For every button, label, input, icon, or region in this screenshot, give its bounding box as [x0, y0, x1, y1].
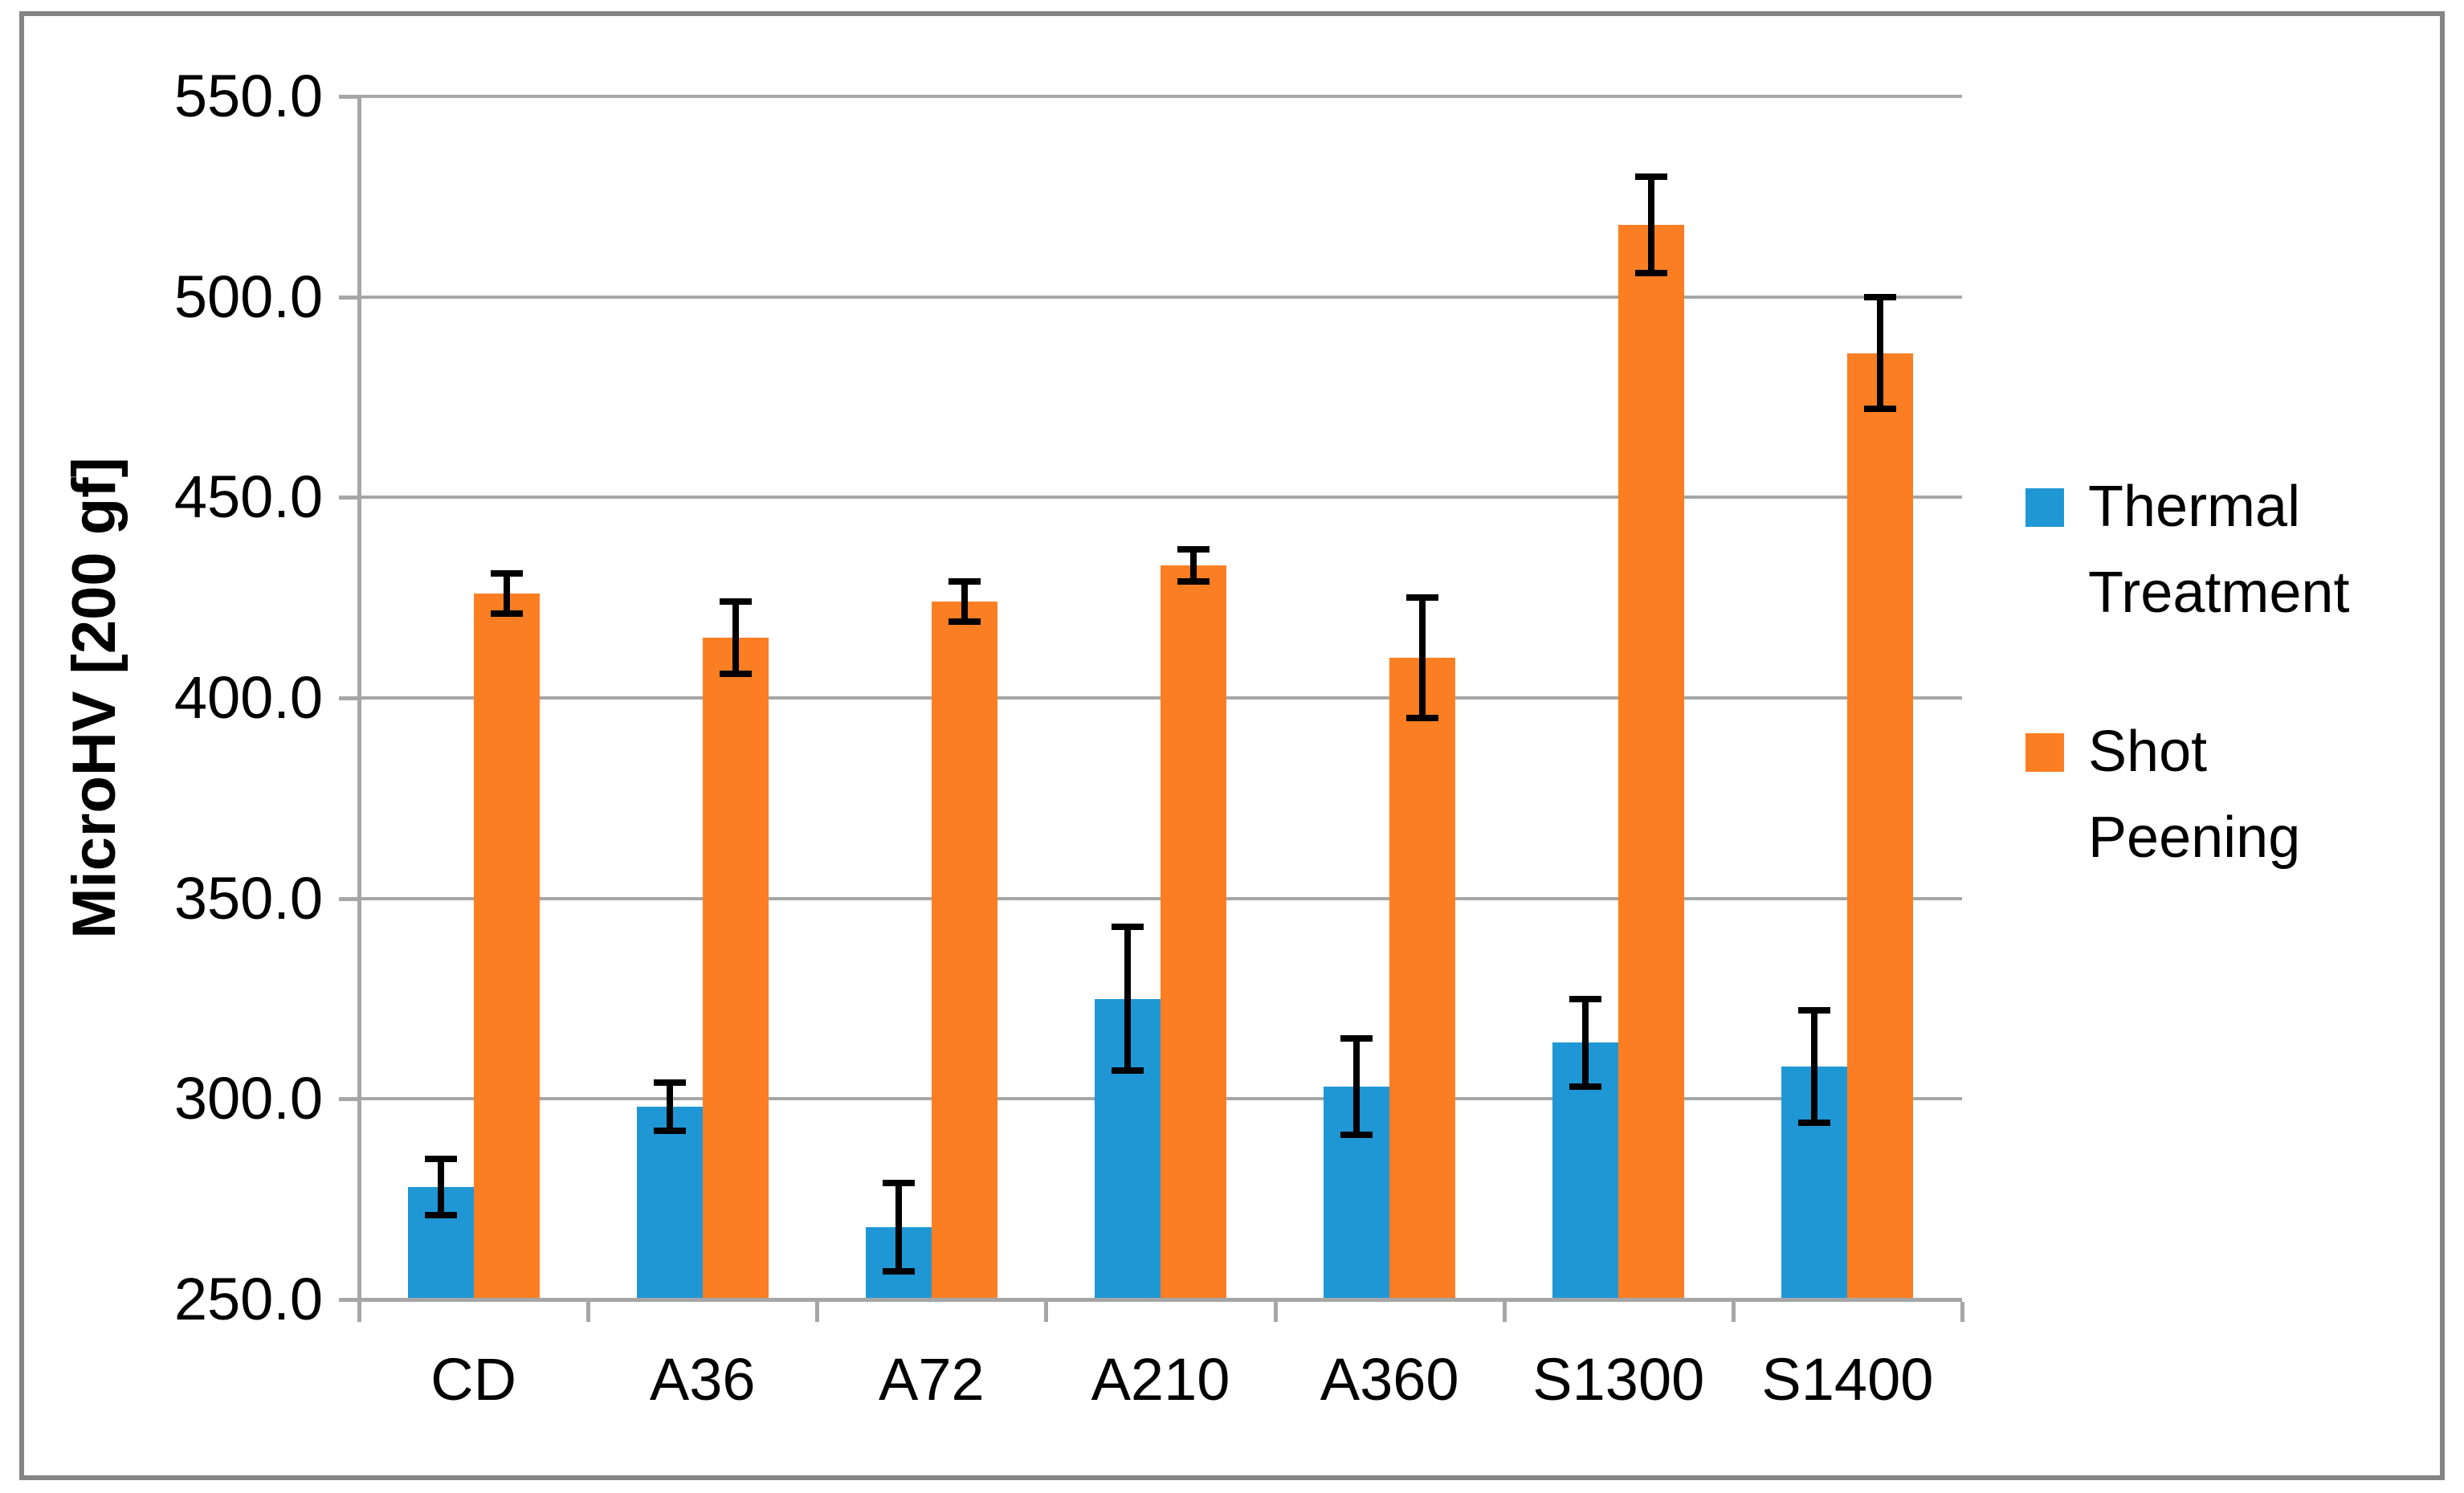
errorbar-shot-peening-a360-cap-bottom	[1406, 714, 1439, 721]
x-tick-mark-7	[1960, 1302, 1964, 1322]
legend-label-thermal-treatment: Thermal Treatment	[2088, 475, 2350, 625]
y-tick-label-550: 550.0	[173, 63, 323, 129]
errorbar-shot-peening-a36-cap-top	[719, 598, 752, 606]
bar-shot-peening-a36	[702, 638, 769, 1299]
gridline-450	[359, 496, 1962, 500]
errorbar-thermal-treatment-cd-stem	[437, 1159, 444, 1216]
errorbar-thermal-treatment-s1400-stem	[1811, 1010, 1818, 1124]
errorbar-shot-peening-s1400-stem	[1877, 296, 1884, 410]
x-axis-line	[359, 1298, 1962, 1302]
errorbar-thermal-treatment-s1300-stem	[1582, 998, 1589, 1087]
x-category-label-a36: A36	[649, 1346, 756, 1413]
y-tick-mark-400	[339, 696, 359, 700]
errorbar-thermal-treatment-s1400-cap-top	[1798, 1007, 1831, 1014]
y-tick-label-350: 350.0	[173, 864, 323, 932]
errorbar-shot-peening-a36-cap-bottom	[719, 671, 752, 678]
errorbar-thermal-treatment-a72-cap-top	[882, 1180, 915, 1187]
y-tick-mark-300	[339, 1097, 359, 1102]
errorbar-shot-peening-a360-stem	[1419, 598, 1426, 718]
y-tick-label-450: 450.0	[173, 463, 323, 531]
errorbar-thermal-treatment-a36-cap-top	[653, 1079, 686, 1087]
errorbar-shot-peening-a72-cap-top	[948, 578, 981, 585]
bar-shot-peening-s1400	[1847, 353, 1914, 1299]
y-tick-label-250: 250.0	[173, 1266, 323, 1332]
x-tick-mark-2	[815, 1302, 820, 1322]
y-tick-mark-350	[339, 896, 359, 901]
errorbar-thermal-treatment-cd-cap-bottom	[424, 1212, 457, 1219]
errorbar-thermal-treatment-a72-stem	[895, 1183, 902, 1272]
errorbar-shot-peening-s1400-cap-bottom	[1864, 406, 1897, 413]
errorbar-shot-peening-a360-cap-top	[1406, 594, 1439, 602]
y-tick-mark-450	[339, 496, 359, 500]
bar-shot-peening-cd	[473, 594, 540, 1299]
x-category-label-s1400: S1400	[1761, 1346, 1934, 1413]
errorbar-shot-peening-cd-cap-bottom	[490, 610, 523, 618]
legend-swatch-thermal-treatment	[2025, 488, 2064, 527]
errorbar-shot-peening-s1300-cap-bottom	[1635, 269, 1668, 276]
errorbar-thermal-treatment-a36-stem	[666, 1083, 673, 1132]
errorbar-thermal-treatment-a72-cap-bottom	[882, 1268, 915, 1275]
bar-shot-peening-s1300	[1618, 224, 1685, 1299]
errorbar-shot-peening-a210-cap-bottom	[1177, 578, 1210, 585]
errorbar-shot-peening-s1300-stem	[1648, 176, 1655, 273]
errorbar-thermal-treatment-cd-cap-top	[424, 1156, 457, 1163]
bar-shot-peening-a360	[1389, 658, 1456, 1299]
errorbar-thermal-treatment-a210-stem	[1124, 926, 1131, 1071]
x-tick-mark-1	[586, 1302, 591, 1322]
errorbar-thermal-treatment-a210-cap-bottom	[1112, 1067, 1144, 1075]
x-tick-mark-6	[1731, 1302, 1736, 1322]
x-category-label-a72: A72	[879, 1346, 985, 1413]
bar-thermal-treatment-a36	[636, 1107, 703, 1299]
y-tick-mark-550	[339, 95, 359, 99]
gridline-550	[359, 95, 1962, 98]
x-tick-mark-4	[1273, 1302, 1278, 1322]
errorbar-shot-peening-cd-cap-top	[490, 570, 523, 577]
bar-shot-peening-a210	[1161, 565, 1226, 1299]
y-tick-label-300: 300.0	[173, 1065, 323, 1132]
errorbar-thermal-treatment-s1300-cap-top	[1569, 995, 1602, 1002]
y-tick-label-500: 500.0	[173, 263, 323, 330]
gridline-500	[359, 295, 1962, 299]
x-category-label-a210: A210	[1091, 1346, 1230, 1413]
x-tick-mark-3	[1044, 1302, 1049, 1322]
errorbar-thermal-treatment-a360-cap-bottom	[1340, 1132, 1373, 1139]
x-tick-mark-5	[1502, 1302, 1507, 1322]
errorbar-thermal-treatment-s1400-cap-bottom	[1798, 1120, 1831, 1127]
legend-swatch-shot-peening	[2025, 733, 2064, 772]
errorbar-shot-peening-cd-stem	[503, 573, 510, 614]
errorbar-shot-peening-a72-stem	[961, 581, 968, 622]
errorbar-shot-peening-a36-stem	[732, 602, 739, 675]
errorbar-thermal-treatment-a360-stem	[1353, 1038, 1361, 1136]
errorbar-shot-peening-a210-stem	[1190, 549, 1197, 582]
y-tick-mark-250	[339, 1298, 359, 1302]
y-tick-mark-500	[339, 295, 359, 300]
errorbar-thermal-treatment-a210-cap-top	[1112, 923, 1144, 930]
y-axis-line	[357, 96, 361, 1301]
errorbar-shot-peening-a210-cap-top	[1177, 546, 1210, 553]
errorbar-thermal-treatment-a360-cap-top	[1340, 1035, 1373, 1042]
x-category-label-s1300: S1300	[1532, 1346, 1705, 1413]
legend-label-shot-peening: Shot Peening	[2088, 720, 2301, 870]
x-category-label-a360: A360	[1320, 1346, 1459, 1413]
y-tick-label-400: 400.0	[173, 664, 323, 731]
errorbar-thermal-treatment-a36-cap-bottom	[653, 1128, 686, 1135]
bar-shot-peening-a72	[931, 602, 997, 1299]
errorbar-shot-peening-a72-cap-bottom	[948, 618, 981, 626]
x-category-label-cd: CD	[430, 1346, 517, 1413]
x-tick-mark-0	[357, 1302, 361, 1322]
errorbar-shot-peening-s1300-cap-top	[1635, 173, 1668, 180]
errorbar-thermal-treatment-s1300-cap-bottom	[1569, 1083, 1602, 1091]
chart-border	[19, 11, 2445, 1480]
errorbar-shot-peening-s1400-cap-top	[1864, 293, 1897, 300]
